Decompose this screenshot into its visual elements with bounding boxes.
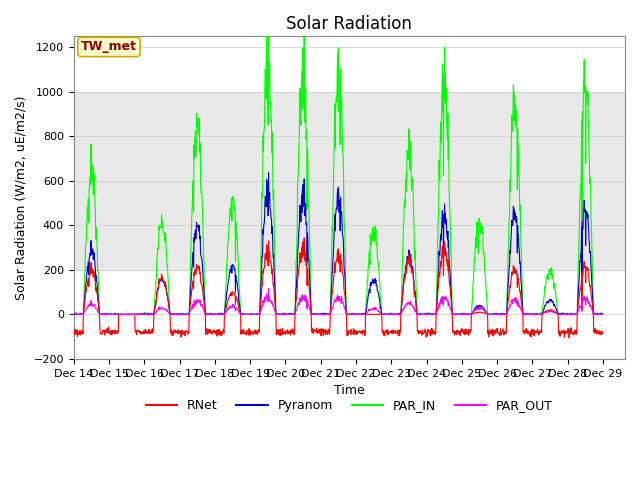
Title: Solar Radiation: Solar Radiation [287, 15, 412, 33]
X-axis label: Time: Time [334, 384, 365, 397]
Bar [74, 92, 625, 270]
Text: TW_met: TW_met [81, 40, 137, 53]
Legend: RNet, Pyranom, PAR_IN, PAR_OUT: RNet, Pyranom, PAR_IN, PAR_OUT [141, 394, 558, 417]
Y-axis label: Solar Radiation (W/m2, uE/m2/s): Solar Radiation (W/m2, uE/m2/s) [15, 95, 28, 300]
